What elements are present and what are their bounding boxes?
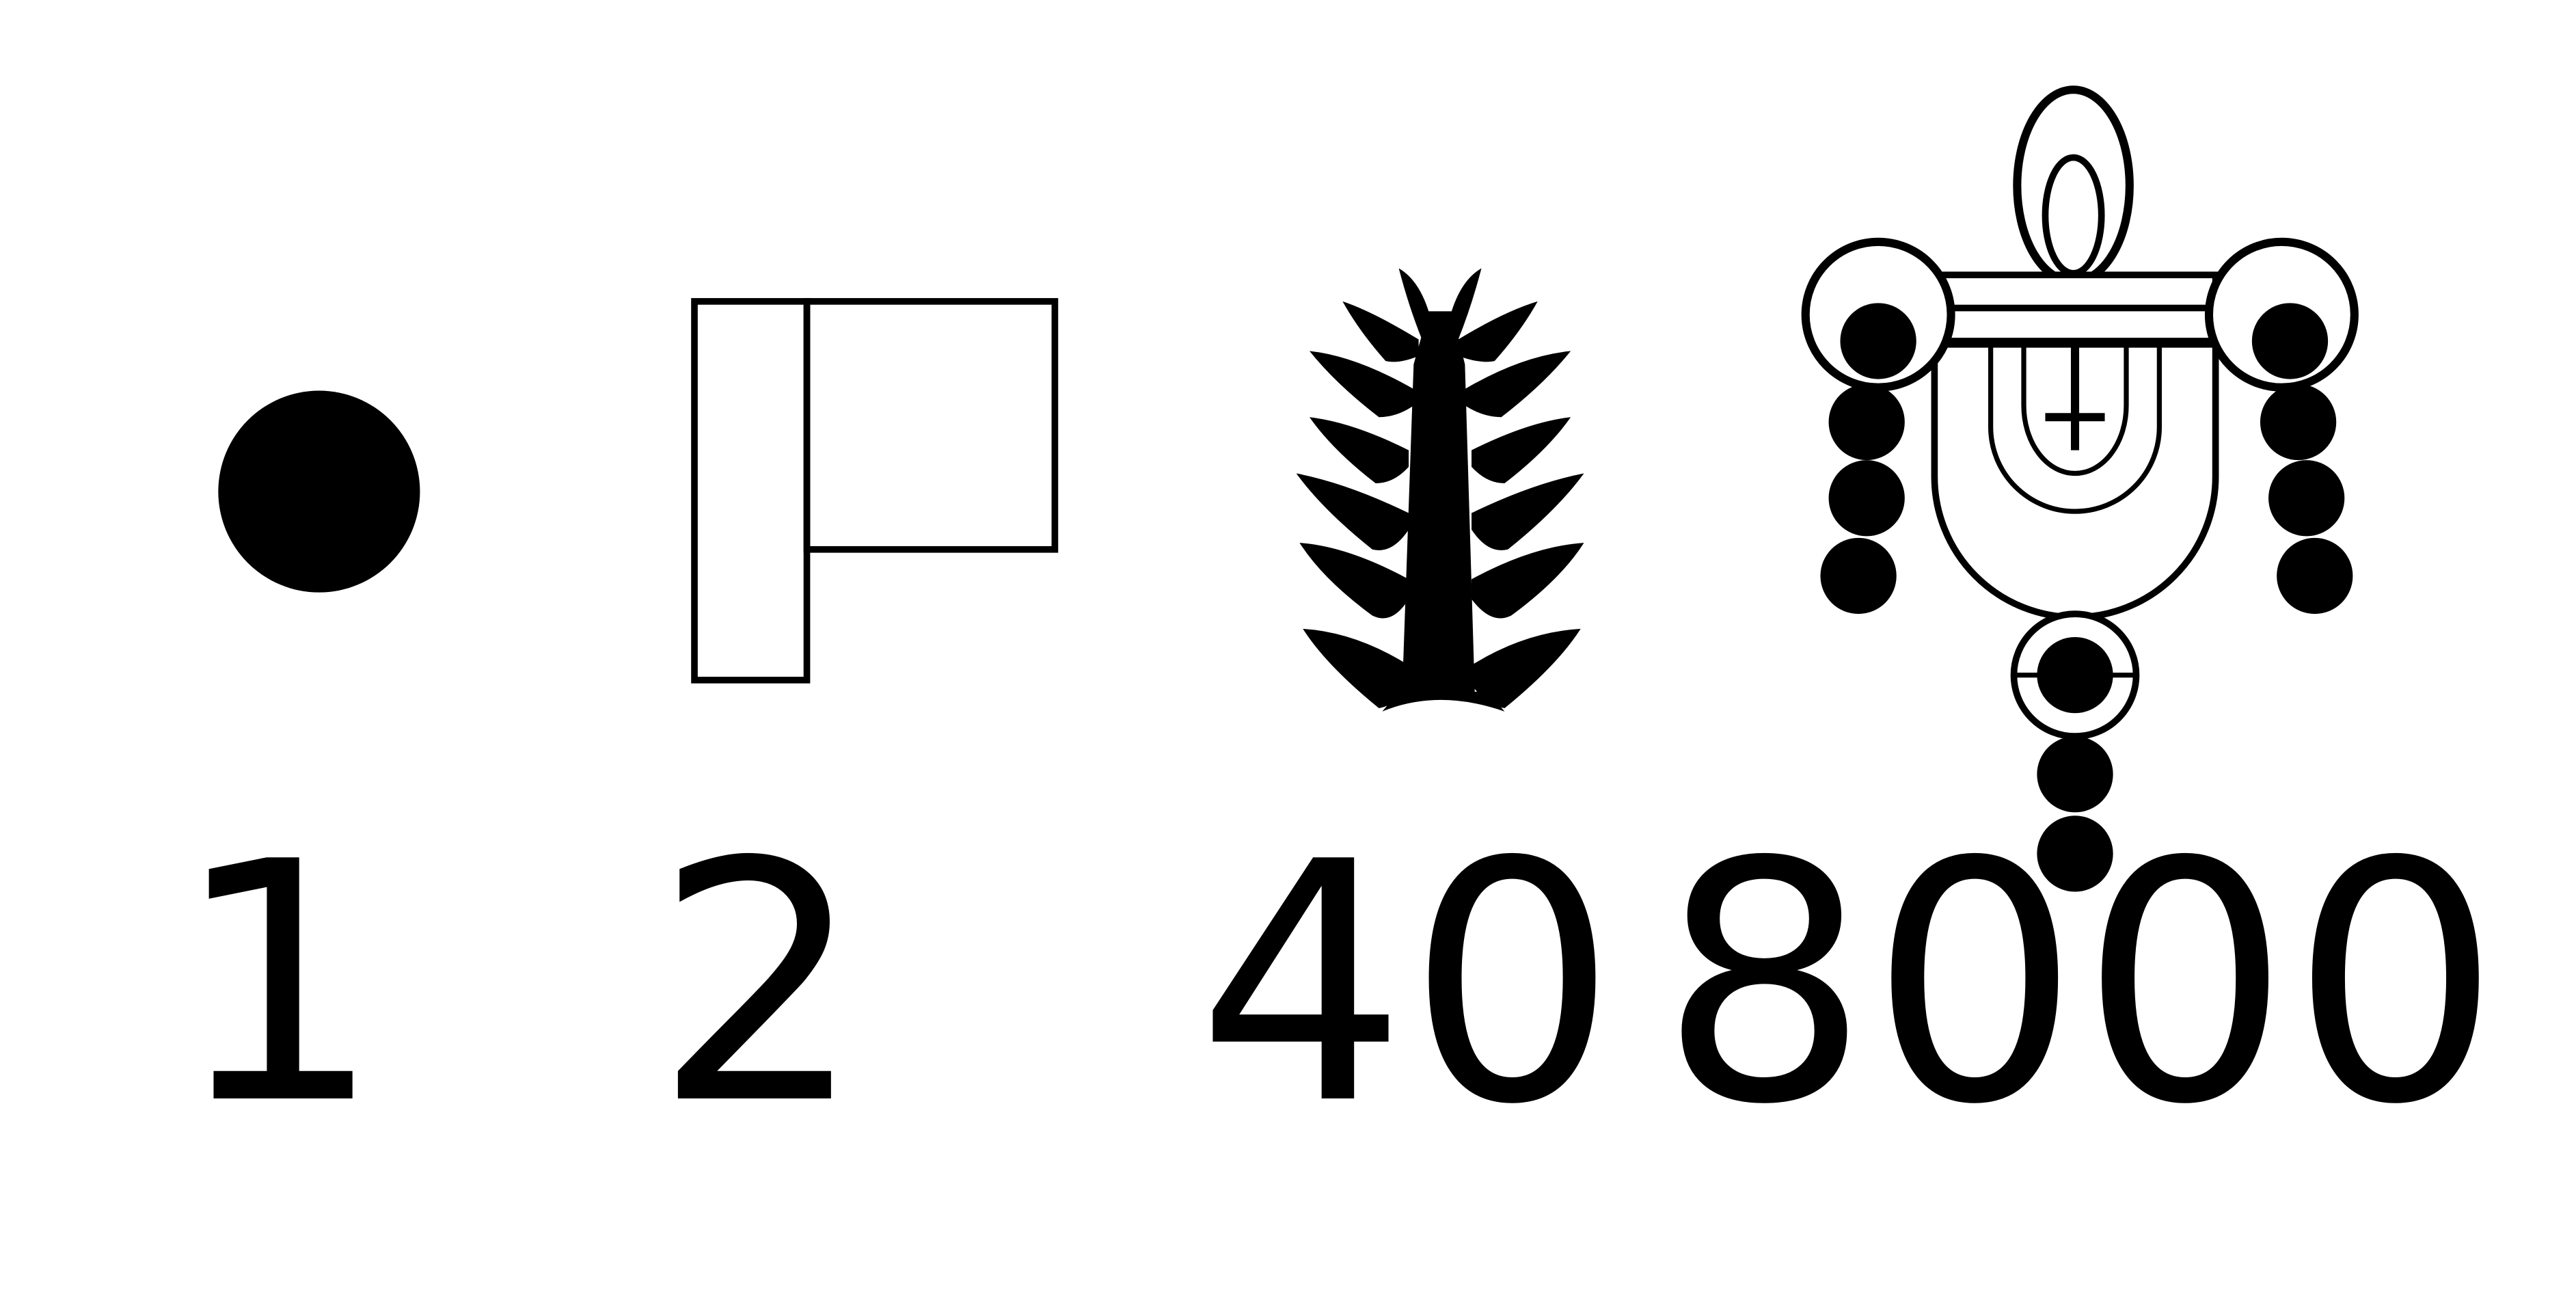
numeral-label-40: 40 — [1197, 792, 1618, 1177]
dot-glyph-icon — [218, 390, 420, 593]
numeral-label-8000: 8000 — [1659, 792, 2501, 1177]
palm-branch-glyph-icon — [1296, 268, 1584, 712]
stroke-glyph-icon — [691, 298, 1059, 684]
bag-glyph-icon — [1801, 85, 2359, 892]
numeral-label-1: 1 — [172, 792, 383, 1177]
numeral-label-2: 2 — [653, 792, 864, 1177]
